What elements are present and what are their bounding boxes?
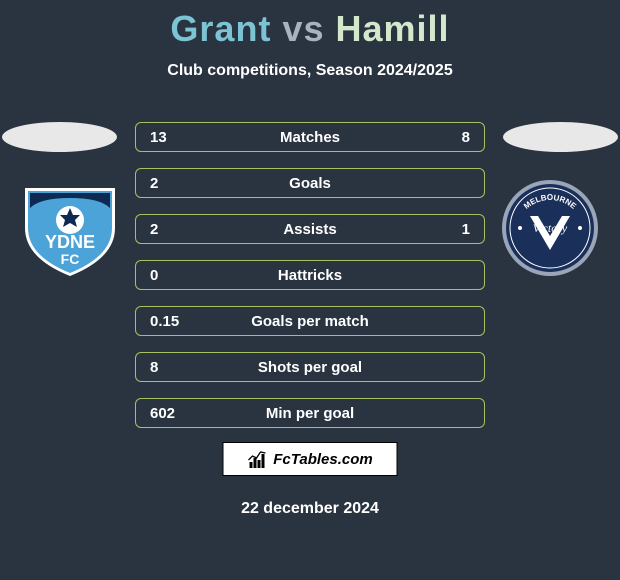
stat-left-value: 2 xyxy=(150,175,158,192)
svg-text:YDNE: YDNE xyxy=(45,232,95,252)
melbourne-victory-icon: MELBOURNE Victory xyxy=(500,178,600,278)
stat-label: Shots per goal xyxy=(258,359,362,376)
stat-left-value: 0.15 xyxy=(150,313,179,330)
stat-left-value: 2 xyxy=(150,221,158,238)
stat-left-value: 13 xyxy=(150,129,167,146)
fctables-label: FcTables.com xyxy=(273,451,372,468)
stat-row-assists: 2 Assists 1 xyxy=(135,214,485,244)
svg-text:FC: FC xyxy=(61,251,80,267)
stats-container: 13 Matches 8 2 Goals 2 Assists 1 0 Hattr… xyxy=(135,122,485,444)
stat-row-matches: 13 Matches 8 xyxy=(135,122,485,152)
fctables-watermark: FcTables.com xyxy=(223,442,398,476)
stat-left-value: 8 xyxy=(150,359,158,376)
vs-text: vs xyxy=(282,8,324,49)
stat-label: Hattricks xyxy=(278,267,342,284)
club-logo-sydney: YDNE FC xyxy=(20,178,120,278)
player2-photo-placeholder xyxy=(503,122,618,152)
season-subtitle: Club competitions, Season 2024/2025 xyxy=(0,62,620,80)
stat-row-shots-per-goal: 8 Shots per goal xyxy=(135,352,485,382)
fctables-icon xyxy=(247,450,269,468)
stat-label: Matches xyxy=(280,129,340,146)
stat-row-goals-per-match: 0.15 Goals per match xyxy=(135,306,485,336)
stat-label: Goals per match xyxy=(251,313,369,330)
stat-label: Goals xyxy=(289,175,331,192)
club-logo-melbourne-victory: MELBOURNE Victory xyxy=(500,178,600,278)
stat-left-value: 0 xyxy=(150,267,158,284)
stat-row-goals: 2 Goals xyxy=(135,168,485,198)
stat-label: Min per goal xyxy=(266,405,354,422)
player2-name: Hamill xyxy=(336,8,450,49)
stat-left-value: 602 xyxy=(150,405,175,422)
player1-photo-placeholder xyxy=(2,122,117,152)
stat-right-value: 8 xyxy=(462,129,470,146)
sydney-fc-icon: YDNE FC xyxy=(20,178,120,278)
player1-name: Grant xyxy=(170,8,271,49)
stat-label: Assists xyxy=(283,221,336,238)
stat-row-min-per-goal: 602 Min per goal xyxy=(135,398,485,428)
svg-text:Victory: Victory xyxy=(533,221,568,235)
comparison-date: 22 december 2024 xyxy=(241,500,379,518)
stat-row-hattricks: 0 Hattricks xyxy=(135,260,485,290)
comparison-title: Grant vs Hamill xyxy=(0,0,620,50)
stat-right-value: 1 xyxy=(462,221,470,238)
